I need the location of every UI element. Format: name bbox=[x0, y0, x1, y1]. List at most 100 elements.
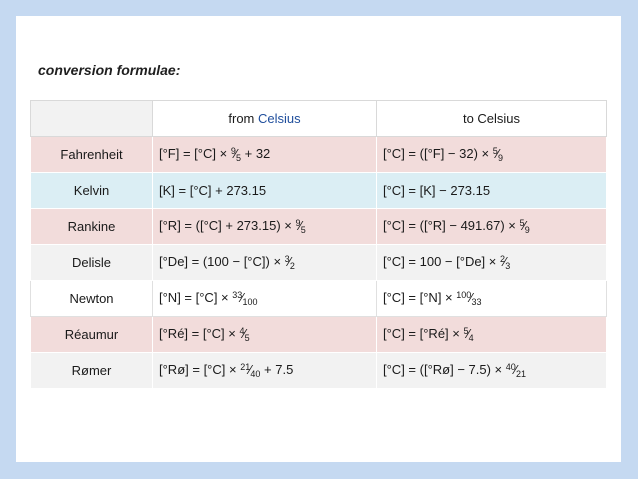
fraction-slash: ⁄ bbox=[288, 254, 291, 269]
fraction-denominator: 9 bbox=[497, 153, 503, 163]
formula-text: [°Ré] = [°C] × bbox=[159, 326, 240, 341]
formula-text: [°C] = ([°Rø] − 7.5) × bbox=[383, 362, 506, 377]
to-celsius-formula: [°C] = [°Ré] × 5⁄4 bbox=[376, 316, 607, 353]
from-celsius-formula: [K] = [°C] + 273.15 bbox=[152, 172, 377, 209]
fraction-slash: ⁄ bbox=[299, 218, 302, 233]
scale-name: Rømer bbox=[30, 352, 153, 389]
from-celsius-formula: [°Ré] = [°C] × 4⁄5 bbox=[152, 316, 377, 353]
fraction-numerator: 5 bbox=[519, 218, 525, 228]
caption: conversion formulae: bbox=[38, 62, 181, 78]
fraction-numerator: 9 bbox=[230, 146, 236, 156]
conversion-table: from Celsius to Celsius Fahrenheit [°F] =… bbox=[30, 100, 607, 389]
header-row: from Celsius to Celsius bbox=[30, 100, 607, 137]
table-row: Delisle [°De] = (100 − [°C]) × 3⁄2 [°C] = … bbox=[30, 244, 607, 281]
header-to-celsius: to Celsius bbox=[376, 100, 607, 137]
scale-name: Kelvin bbox=[30, 172, 153, 209]
formula-text: [°Rø] = [°C] × bbox=[159, 362, 241, 377]
to-celsius-formula: [°C] = ([°F] − 32) × 5⁄9 bbox=[376, 136, 607, 173]
formula-text: + 32 bbox=[241, 146, 271, 161]
fraction-slash: ⁄ bbox=[249, 362, 252, 377]
table-row: Rankine [°R] = ([°C] + 273.15) × 9⁄5 [°C] … bbox=[30, 208, 607, 245]
fraction: 3⁄2 bbox=[284, 254, 295, 271]
header-from-prefix: from bbox=[228, 111, 258, 126]
fraction: 21⁄40 bbox=[240, 362, 261, 379]
fraction-numerator: 5 bbox=[492, 146, 498, 156]
table-body: Fahrenheit [°F] = [°C] × 9⁄5 + 32 [°C] = (… bbox=[30, 136, 607, 389]
fraction-denominator: 33 bbox=[471, 297, 482, 307]
table-row: Réaumur [°Ré] = [°C] × 4⁄5 [°C] = [°Ré] × … bbox=[30, 316, 607, 353]
fraction: 2⁄3 bbox=[500, 254, 511, 271]
scale-name: Réaumur bbox=[30, 316, 153, 353]
fraction: 9⁄5 bbox=[230, 146, 241, 163]
fraction-slash: ⁄ bbox=[234, 146, 237, 161]
formula-text: [°C] = ([°F] − 32) × bbox=[383, 146, 493, 161]
fraction: 40⁄21 bbox=[505, 362, 526, 379]
fraction-slash: ⁄ bbox=[241, 290, 244, 305]
fraction-slash: ⁄ bbox=[504, 254, 507, 269]
table-row: Fahrenheit [°F] = [°C] × 9⁄5 + 32 [°C] = (… bbox=[30, 136, 607, 173]
fraction-denominator: 3 bbox=[505, 261, 511, 271]
fraction: 5⁄9 bbox=[492, 146, 503, 163]
formula-text: [°C] = [°Ré] × bbox=[383, 326, 464, 341]
table-row: Newton [°N] = [°C] × 33⁄100 [°C] = [°N] × … bbox=[30, 280, 607, 317]
fraction-numerator: 40 bbox=[505, 362, 516, 372]
fraction-denominator: 4 bbox=[468, 333, 474, 343]
from-celsius-formula: [°De] = (100 − [°C]) × 3⁄2 bbox=[152, 244, 377, 281]
fraction-denominator: 40 bbox=[250, 369, 261, 379]
fraction-denominator: 2 bbox=[289, 261, 295, 271]
formula-text: [K] = [°C] + 273.15 bbox=[159, 183, 267, 198]
formula-text: [°C] = 100 − [°De] × bbox=[383, 254, 500, 269]
fraction-denominator: 5 bbox=[300, 225, 306, 235]
to-celsius-formula: [°C] = 100 − [°De] × 2⁄3 bbox=[376, 244, 607, 281]
fraction-numerator: 21 bbox=[240, 362, 251, 372]
fraction-numerator: 5 bbox=[463, 326, 469, 336]
fraction-slash: ⁄ bbox=[514, 362, 517, 377]
fraction: 9⁄5 bbox=[295, 218, 306, 235]
fraction: 100⁄33 bbox=[456, 290, 482, 307]
fraction-slash: ⁄ bbox=[243, 326, 246, 341]
fraction-slash: ⁄ bbox=[467, 326, 470, 341]
header-celsius-word: Celsius bbox=[258, 111, 301, 126]
from-celsius-formula: [°Rø] = [°C] × 21⁄40 + 7.5 bbox=[152, 352, 377, 389]
fraction-slash: ⁄ bbox=[496, 146, 499, 161]
formula-text: [°C] = [°N] × bbox=[383, 290, 457, 305]
to-celsius-formula: [°C] = ([°R] − 491.67) × 5⁄9 bbox=[376, 208, 607, 245]
fraction: 4⁄5 bbox=[239, 326, 249, 343]
formula-text: + 7.5 bbox=[260, 362, 294, 377]
header-blank-cell bbox=[30, 100, 153, 137]
fraction-slash: ⁄ bbox=[470, 290, 473, 305]
fraction-denominator: 9 bbox=[524, 225, 530, 235]
formula-text: [°R] = ([°C] + 273.15) × bbox=[159, 218, 296, 233]
slide: conversion formulae: from Celsius to Cel… bbox=[16, 16, 621, 462]
fraction-numerator: 100 bbox=[456, 290, 472, 300]
from-celsius-formula: [°R] = ([°C] + 273.15) × 9⁄5 bbox=[152, 208, 377, 245]
fraction: 5⁄9 bbox=[519, 218, 530, 235]
header-from-celsius: from Celsius bbox=[152, 100, 377, 137]
table-row: Rømer [°Rø] = [°C] × 21⁄40 + 7.5 [°C] = ([… bbox=[30, 352, 607, 389]
scale-name: Fahrenheit bbox=[30, 136, 153, 173]
fraction-slash: ⁄ bbox=[523, 218, 526, 233]
scale-name: Delisle bbox=[30, 244, 153, 281]
formula-text: [°C] = ([°R] − 491.67) × bbox=[383, 218, 520, 233]
table-row: Kelvin [K] = [°C] + 273.15 [°C] = [K] − 27… bbox=[30, 172, 607, 209]
formula-text: [°C] = [K] − 273.15 bbox=[383, 183, 491, 198]
formula-text: [°F] = [°C] × bbox=[159, 146, 231, 161]
to-celsius-formula: [°C] = [°N] × 100⁄33 bbox=[376, 280, 607, 317]
formula-text: [°De] = (100 − [°C]) × bbox=[159, 254, 285, 269]
fraction-numerator: 3 bbox=[284, 254, 290, 264]
fraction-numerator: 33 bbox=[232, 290, 243, 300]
fraction: 33⁄100 bbox=[232, 290, 258, 307]
from-celsius-formula: [°N] = [°C] × 33⁄100 bbox=[152, 280, 377, 317]
scale-name: Rankine bbox=[30, 208, 153, 245]
scale-name: Newton bbox=[30, 280, 153, 317]
fraction-denominator: 100 bbox=[242, 297, 258, 307]
fraction-numerator: 9 bbox=[295, 218, 301, 228]
to-celsius-formula: [°C] = ([°Rø] − 7.5) × 40⁄21 bbox=[376, 352, 607, 389]
to-celsius-formula: [°C] = [K] − 273.15 bbox=[376, 172, 607, 209]
fraction-numerator: 4 bbox=[239, 326, 245, 336]
fraction-numerator: 2 bbox=[500, 254, 506, 264]
fraction: 5⁄4 bbox=[463, 326, 474, 343]
fraction-denominator: 21 bbox=[515, 369, 526, 379]
formula-text: [°N] = [°C] × bbox=[159, 290, 233, 305]
from-celsius-formula: [°F] = [°C] × 9⁄5 + 32 bbox=[152, 136, 377, 173]
